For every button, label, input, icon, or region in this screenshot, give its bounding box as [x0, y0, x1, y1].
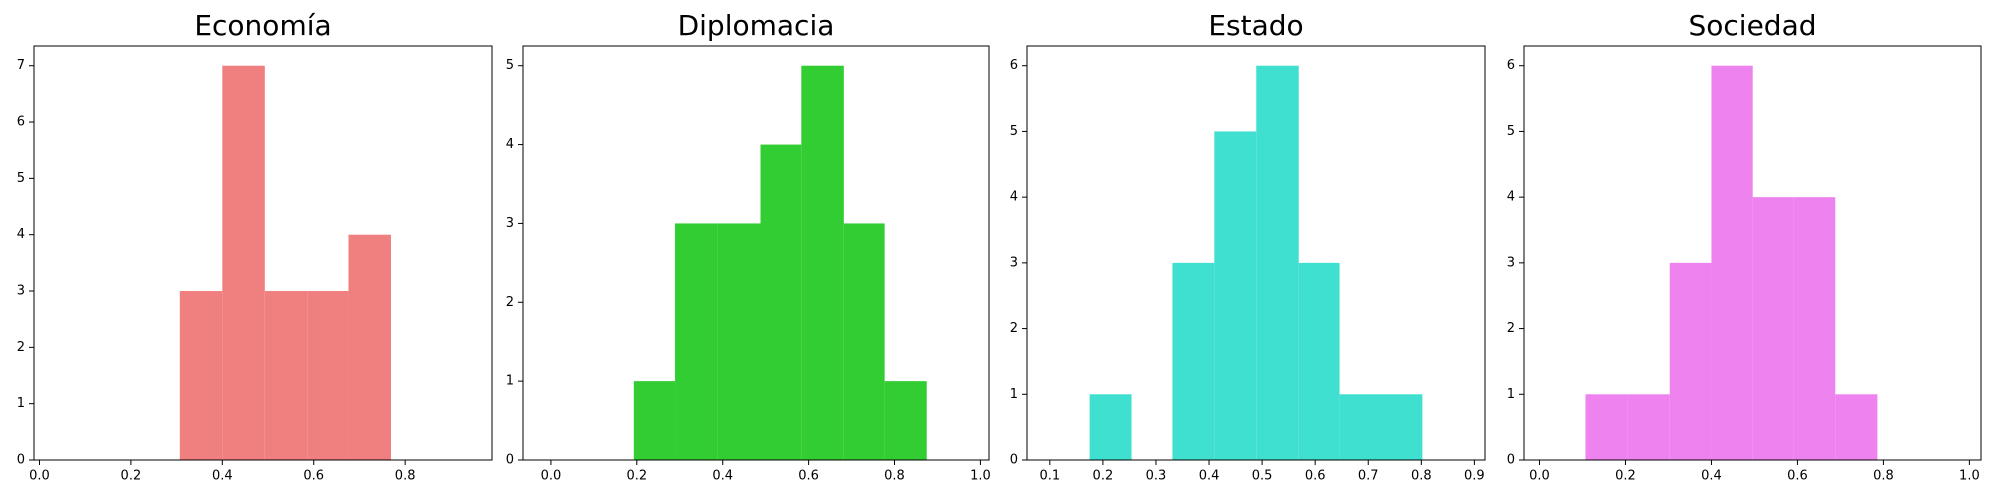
bar — [222, 65, 265, 460]
axes-frame — [1523, 45, 1982, 461]
y-tick-label: 2 — [1010, 321, 1018, 336]
bar — [307, 291, 349, 460]
bar — [717, 223, 761, 460]
x-tick-label: 0.6 — [1305, 469, 1326, 484]
y-tick-label: 1 — [1010, 387, 1018, 402]
x-tick-label: 0.0 — [541, 469, 562, 484]
bar — [1835, 394, 1878, 460]
bar — [633, 381, 676, 460]
axes-frame — [33, 45, 493, 461]
y-tick-label: 5 — [17, 171, 25, 186]
bar — [675, 223, 718, 460]
bar — [1256, 65, 1299, 460]
bar — [1339, 394, 1382, 460]
y-tick-label: 3 — [506, 216, 514, 231]
chart-title: Estado — [1208, 9, 1303, 42]
x-tick-label: 1.0 — [1959, 469, 1980, 484]
y-tick-label: 4 — [506, 137, 514, 152]
axes-frame — [1026, 45, 1486, 461]
x-tick-label: 0.6 — [303, 469, 324, 484]
bar — [1669, 262, 1712, 460]
x-tick-label: 0.8 — [884, 469, 905, 484]
y-tick-label: 3 — [1010, 255, 1018, 270]
x-tick-label: 0.0 — [29, 469, 50, 484]
y-tick-label: 0 — [17, 453, 25, 468]
y-tick-label: 5 — [1507, 124, 1515, 139]
x-tick-label: 0.0 — [1529, 469, 1550, 484]
bar — [1627, 394, 1670, 460]
x-tick-label: 0.6 — [1787, 469, 1808, 484]
x-tick-label: 0.1 — [1039, 469, 1060, 484]
x-tick-label: 0.9 — [1464, 469, 1485, 484]
bar — [801, 65, 844, 460]
bar — [1172, 262, 1215, 460]
x-tick-label: 0.7 — [1358, 469, 1379, 484]
bar — [1298, 262, 1340, 460]
bar — [348, 234, 391, 460]
y-tick-label: 4 — [17, 227, 25, 242]
x-tick-label: 0.2 — [626, 469, 647, 484]
bar — [1381, 394, 1423, 460]
chart-title: Diplomacia — [678, 9, 835, 42]
x-tick-label: 0.8 — [1411, 469, 1432, 484]
y-tick-label: 3 — [17, 284, 25, 299]
bar — [264, 291, 308, 460]
y-tick-label: 7 — [17, 58, 25, 73]
x-tick-label: 0.2 — [121, 469, 142, 484]
y-tick-label: 0 — [506, 453, 514, 468]
y-tick-label: 6 — [17, 115, 25, 130]
y-tick-label: 4 — [1010, 190, 1018, 205]
x-tick-label: 0.8 — [395, 469, 416, 484]
y-tick-label: 2 — [506, 295, 514, 310]
y-tick-label: 3 — [1507, 255, 1515, 270]
bar — [843, 223, 885, 460]
chart-title: Sociedad — [1688, 9, 1816, 42]
y-tick-label: 6 — [1507, 58, 1515, 73]
chart-title: Economía — [194, 9, 331, 42]
bar — [1711, 65, 1753, 460]
x-tick-label: 1.0 — [970, 469, 991, 484]
x-tick-label: 0.4 — [712, 469, 733, 484]
y-tick-label: 5 — [1010, 124, 1018, 139]
y-tick-label: 4 — [1507, 190, 1515, 205]
y-tick-label: 6 — [1010, 58, 1018, 73]
bar — [1089, 394, 1132, 460]
bar — [1752, 197, 1794, 460]
y-tick-label: 2 — [1507, 321, 1515, 336]
y-tick-label: 0 — [1010, 453, 1018, 468]
x-tick-label: 0.8 — [1873, 469, 1894, 484]
bar — [179, 291, 223, 460]
x-tick-label: 0.2 — [1093, 469, 1114, 484]
x-tick-label: 0.5 — [1252, 469, 1273, 484]
bar — [884, 381, 927, 460]
y-tick-label: 1 — [1507, 387, 1515, 402]
y-tick-label: 2 — [17, 340, 25, 355]
x-tick-label: 0.6 — [798, 469, 819, 484]
bar — [760, 144, 802, 461]
y-tick-label: 5 — [506, 58, 514, 73]
x-tick-label: 0.4 — [1701, 469, 1722, 484]
bar — [1585, 394, 1628, 460]
y-tick-label: 1 — [506, 374, 514, 389]
x-tick-label: 0.3 — [1146, 469, 1167, 484]
bar — [1793, 197, 1836, 460]
x-tick-label: 0.4 — [1199, 469, 1220, 484]
y-tick-label: 0 — [1507, 453, 1515, 468]
x-tick-label: 0.4 — [212, 469, 233, 484]
bar — [1214, 131, 1257, 460]
axes-frame — [522, 45, 990, 461]
x-tick-label: 0.2 — [1615, 469, 1636, 484]
y-tick-label: 1 — [17, 396, 25, 411]
